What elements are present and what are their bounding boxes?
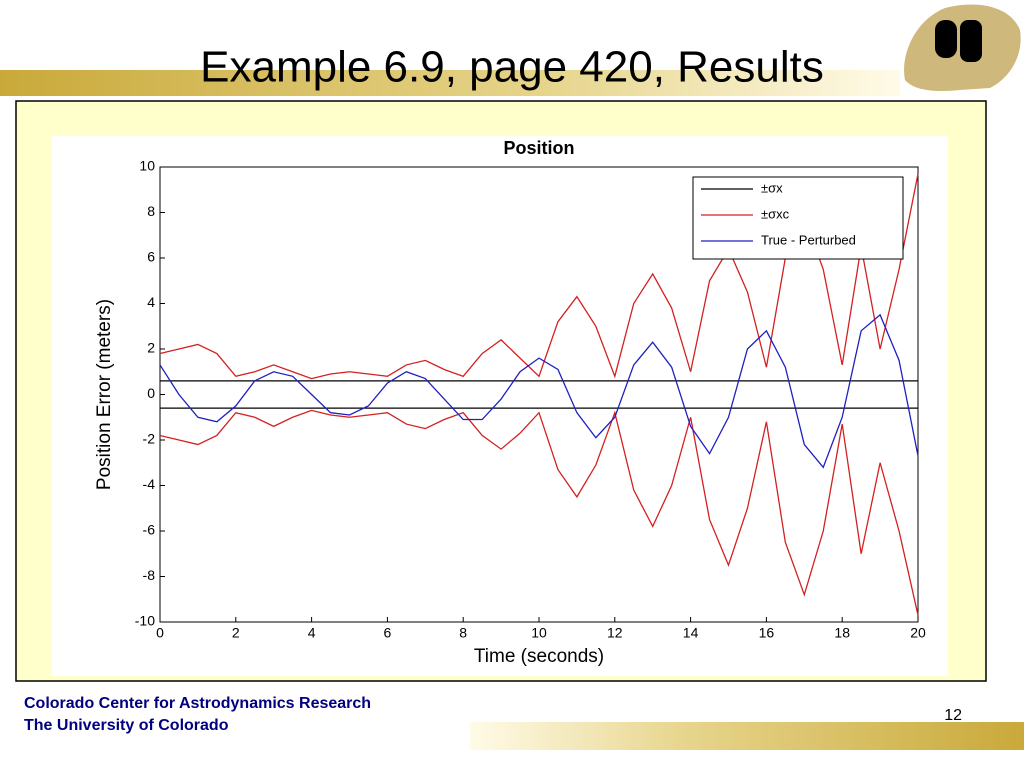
footer-bar: [470, 722, 1024, 750]
title-bar: [0, 70, 900, 96]
y-tick-label: -10: [135, 613, 155, 629]
x-tick-label: 14: [683, 625, 699, 641]
series-line-lower: [159, 409, 919, 616]
x-tick-label: 10: [531, 625, 547, 641]
x-tick-label: 8: [459, 625, 467, 641]
x-tick-label: 4: [308, 625, 316, 641]
x-tick-label: 18: [834, 625, 850, 641]
y-tick-label: 0: [147, 385, 155, 401]
legend-label: ±σx: [761, 180, 783, 195]
y-tick-label: -8: [143, 567, 156, 583]
legend-label: ±σxc: [761, 206, 790, 221]
cu-logo: [904, 4, 1021, 91]
page-number: 12: [944, 707, 962, 724]
y-tick-label: 2: [147, 340, 155, 356]
y-tick-label: 10: [139, 158, 155, 174]
x-tick-label: 6: [384, 625, 392, 641]
x-tick-label: 20: [910, 625, 926, 641]
y-tick-label: -2: [143, 431, 156, 447]
slide-title: Example 6.9, page 420, Results: [200, 43, 824, 92]
y-tick-label: 8: [147, 203, 155, 219]
x-tick-label: 12: [607, 625, 623, 641]
legend-label: True - Perturbed: [761, 232, 856, 247]
legend-box: [692, 176, 904, 260]
y-tick-label: 4: [147, 294, 155, 310]
y-tick-label: -6: [143, 522, 156, 538]
x-axis-label: Time (seconds): [474, 646, 604, 667]
footer-text: The University of Colorado: [24, 717, 229, 734]
y-tick-label: -4: [143, 476, 156, 492]
x-tick-label: 0: [156, 625, 164, 641]
footer-text: Colorado Center for Astrodynamics Resear…: [24, 695, 371, 712]
chart-title: Position: [504, 138, 575, 158]
x-tick-label: 16: [759, 625, 775, 641]
y-tick-label: 6: [147, 249, 155, 265]
y-axis-label: Position Error (meters): [94, 299, 115, 490]
x-tick-label: 2: [232, 625, 240, 641]
series-line: [159, 313, 919, 469]
chart: Position Time (seconds) Position Error (me…: [94, 138, 926, 667]
